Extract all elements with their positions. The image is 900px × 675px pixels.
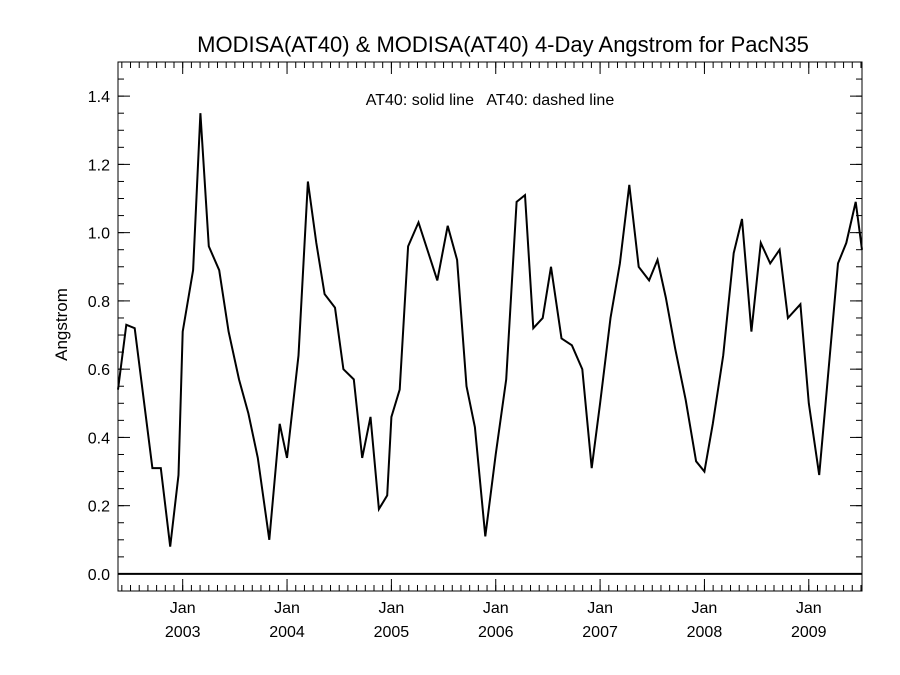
y-tick-label: 1.2 (88, 157, 110, 174)
series-layer (117, 113, 863, 547)
x-tick-year-label: 2008 (687, 624, 723, 641)
x-tick-month-label: Jan (170, 600, 196, 617)
x-tick-month-label: Jan (378, 600, 404, 617)
x-tick-month-label: Jan (692, 600, 718, 617)
series-line-solid (117, 113, 863, 547)
x-tick-month-label: Jan (483, 600, 509, 617)
x-tick-year-label: 2006 (478, 624, 514, 641)
y-tick-label: 0.2 (88, 499, 110, 516)
x-tick-month-label: Jan (796, 600, 822, 617)
legend-annotation: AT40: solid line AT40: dashed line (366, 92, 615, 109)
plot-frame (117, 61, 863, 592)
x-tick-year-label: 2009 (791, 624, 827, 641)
x-tick-year-label: 2005 (374, 624, 410, 641)
y-axis-label: Angstrom (52, 288, 71, 361)
x-tick-year-label: 2004 (269, 624, 305, 641)
y-tick-labels: 0.0 0.2 0.4 0.6 0.8 1.0 1.2 1.4 (88, 89, 110, 584)
chart-title: MODISA(AT40) & MODISA(AT40) 4-Day Angstr… (197, 32, 809, 57)
y-tick-label: 0.8 (88, 294, 110, 311)
x-tick-year-label: 2003 (165, 624, 201, 641)
axis-ticks (118, 61, 862, 592)
y-tick-label: 1.0 (88, 226, 110, 243)
y-tick-label: 0.4 (88, 430, 110, 447)
x-tick-year-label: 2007 (582, 624, 618, 641)
y-tick-label: 0.0 (88, 567, 110, 584)
x-tick-month-label: Jan (274, 600, 300, 617)
y-tick-label: 0.6 (88, 362, 110, 379)
x-tick-labels: Jan 2003 Jan 2004 Jan 2005 Jan 2006 Jan 2007 Jan 20… (165, 600, 827, 641)
x-tick-month-label: Jan (587, 600, 613, 617)
y-tick-label: 1.4 (88, 89, 110, 106)
